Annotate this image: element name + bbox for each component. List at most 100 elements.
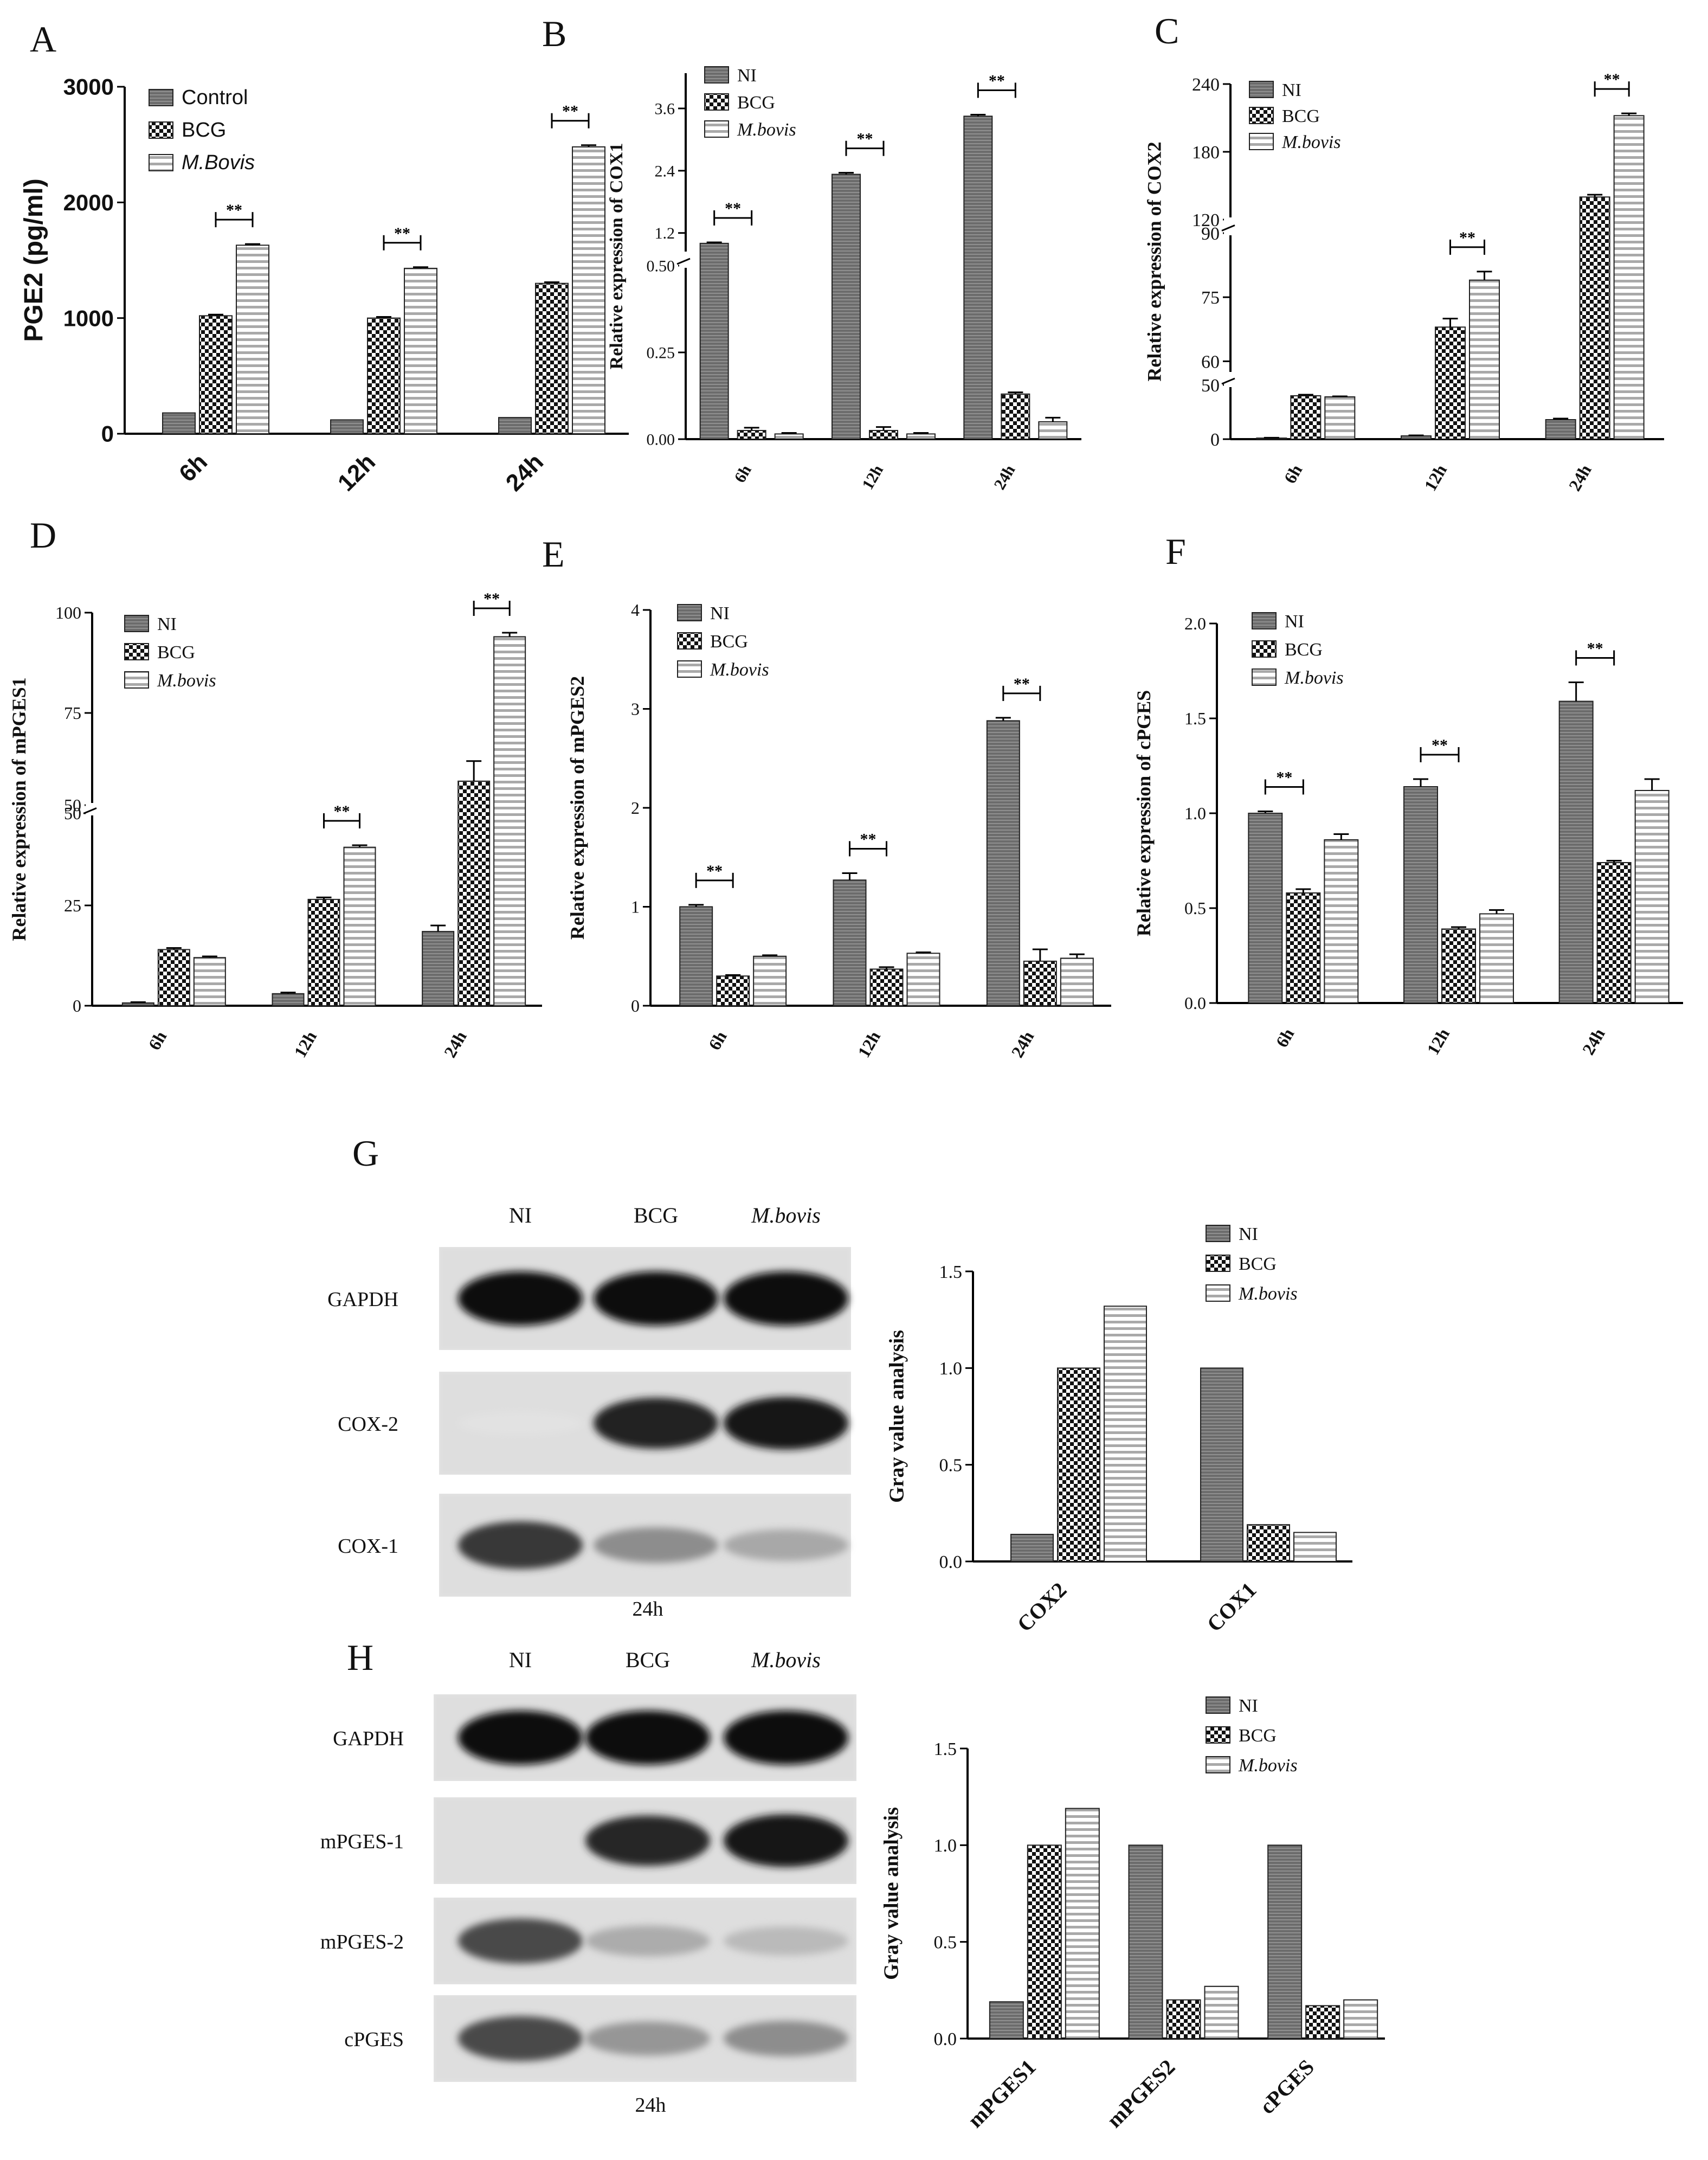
axis-break-mark [1221,224,1235,232]
legend-label: M.bovis [710,660,769,680]
blot-time-label: 24h [635,2094,666,2117]
panel-letter: E [542,533,565,575]
bar-m-bovis [404,267,437,434]
legend-label: Control [182,86,248,109]
blot-band [458,1711,583,1765]
blot-band [724,1271,848,1326]
y-axis-label: PGE2 (pg/ml) [20,178,48,342]
blot-row-label: COX-1 [338,1535,398,1558]
legend-swatch [1206,1726,1230,1744]
bar-m-bovis [1060,957,1094,1007]
legend-label: BCG [1239,1254,1277,1274]
bar-ni [422,931,455,1006]
sig-label: ** [484,590,500,608]
bar-m-bovis [1104,1306,1147,1562]
x-tick-label: 6h [731,462,755,486]
panel-letter: G [352,1133,379,1174]
bar-ni [1401,435,1432,440]
x-tick-label: 6h [705,1027,731,1053]
bar-ni [699,242,729,440]
bar-m-bovis [236,245,269,434]
sig-label: ** [725,200,741,217]
bar-ni [1200,1367,1243,1562]
blot-band [594,1271,718,1326]
legend-swatch [1252,668,1277,686]
bar-ni [986,720,1020,1006]
x-tick-label: 24h [501,448,549,496]
y-tick-label: 180 [1192,143,1220,163]
bar-m-bovis [1634,790,1670,1004]
western-blot-h: NI BCG M.bovis GAPDH mPGES-1 mPGES-2 cPGES 24h [320,1648,856,2117]
sig-label: ** [334,802,350,820]
blot-band [724,1711,848,1765]
bar-bcg [1166,1999,1201,2040]
y-tick-label: 1.0 [939,1359,963,1379]
bar-m-bovis [906,953,940,1007]
bar-bcg [869,430,898,440]
x-tick-label: COX2 [1013,1578,1072,1637]
bar-m-bovis [1613,115,1645,440]
legend-label: BCG [1285,640,1323,660]
panel-letter: B [542,13,566,54]
y-tick-label: 90 [1201,224,1220,244]
bar-m-bovis [1324,839,1359,1004]
legend-swatch [1249,107,1274,124]
bar-ni [832,173,861,440]
blot-row-label: mPGES-2 [320,1931,404,1953]
axis-break-gap [86,803,542,815]
x-tick-label: 6h [174,448,212,487]
panel-letter: C [1155,10,1179,52]
legend-label: M.bovis [737,120,796,140]
lane-label: M.bovis [751,1648,821,1672]
y-tick-label: 0.5 [1184,898,1206,918]
legend-swatch [124,671,149,689]
y-tick-label: 0 [73,996,81,1015]
blot-band [724,1926,848,1956]
blot-band [724,1529,848,1561]
blot-band [594,1398,718,1449]
legend-swatch [149,154,173,171]
y-axis-label: Gray value analysis [885,1330,908,1503]
legend-swatch [124,643,149,660]
legend-swatch [1206,1225,1230,1242]
y-tick-label: 1.0 [1184,803,1206,823]
y-tick-label: 3 [631,699,640,719]
sig-label: ** [857,130,873,148]
blot-time-label: 24h [633,1598,663,1621]
x-tick-label: 12h [1420,461,1451,494]
legend-swatch [677,632,702,650]
bar-bcg [1057,1367,1100,1562]
y-tick-label: 2 [631,798,640,818]
bar-bcg [1247,1524,1290,1563]
y-tick-label: 50 [1201,376,1220,396]
x-tick-label: mPGES2 [1102,2055,1180,2132]
y-tick-label: 0.0 [939,1552,963,1572]
bar-ni [963,115,993,440]
legend-label: NI [1239,1224,1258,1244]
legend-swatch [1206,1696,1230,1714]
bar-m-bovis [572,146,605,434]
bar-bcg [1286,892,1321,1004]
bar-control [162,412,196,434]
bar-m-bovis [193,957,226,1006]
legend-label: BCG [1282,106,1320,126]
y-tick-label: 25 [64,896,81,915]
x-tick-label: 24h [440,1027,470,1060]
bar-ni [121,1002,154,1006]
axis-break-mark [83,807,97,814]
bar-bcg [1579,196,1610,440]
bar-bcg [1596,862,1632,1004]
y-tick-label: 0 [101,421,114,447]
legend-label: M.bovis [1284,668,1344,688]
legend-label: BCG [737,93,775,113]
bar-bcg [716,975,750,1006]
legend-label: M.bovis [1281,132,1341,152]
y-axis-label: Relative expression of COX2 [1143,142,1165,381]
panel-letter: F [1165,531,1186,572]
y-tick-label: 0 [1210,430,1220,450]
y-tick-label: 240 [1192,75,1220,95]
x-tick-label: 12h [1423,1025,1453,1058]
chart-panel-a: A 0 1000 2000 3000 PGE2 (pg/ml) ** ** ** 6h 12h 24h… [20,18,629,497]
axis-break-mark [676,258,691,265]
